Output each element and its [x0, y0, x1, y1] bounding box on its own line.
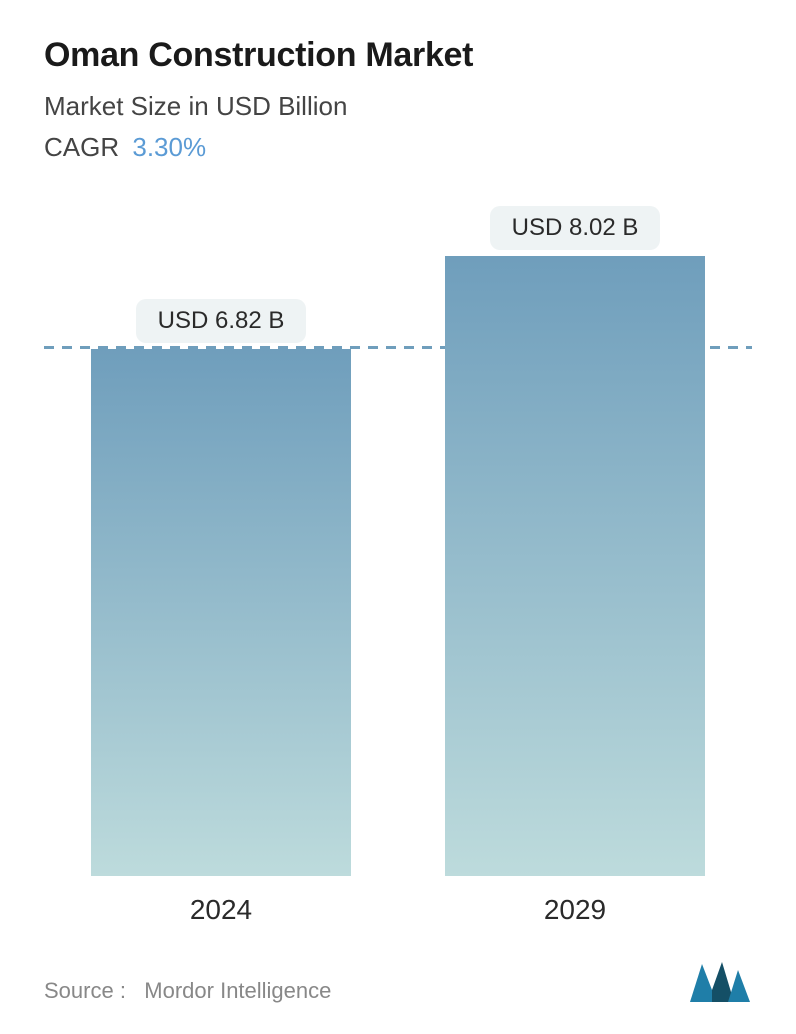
bar-value-pill: USD 8.02 B [490, 206, 661, 250]
chart-footer: Source : Mordor Intelligence [44, 956, 752, 1004]
cagr-row: CAGR 3.30% [44, 132, 752, 163]
chart-plot-area: USD 6.82 B USD 8.02 B 2024 2029 [44, 223, 752, 936]
source-value: Mordor Intelligence [144, 978, 331, 1003]
cagr-label: CAGR [44, 132, 119, 162]
source-label: Source : [44, 978, 126, 1003]
bar-group: USD 8.02 B [445, 256, 705, 876]
cagr-value: 3.30% [132, 132, 206, 162]
source-text: Source : Mordor Intelligence [44, 978, 331, 1004]
bar [445, 256, 705, 876]
bars-row: USD 6.82 B USD 8.02 B [44, 223, 752, 876]
chart-container: Oman Construction Market Market Size in … [0, 0, 796, 1034]
chart-subtitle: Market Size in USD Billion [44, 91, 752, 122]
x-axis-labels: 2024 2029 [44, 894, 752, 926]
chart-title: Oman Construction Market [44, 36, 752, 75]
x-axis-label: 2024 [91, 894, 351, 926]
x-axis-label: 2029 [445, 894, 705, 926]
bar [91, 349, 351, 876]
bar-value-pill: USD 6.82 B [136, 299, 307, 343]
bar-group: USD 6.82 B [91, 256, 351, 876]
mordor-logo-icon [688, 956, 752, 1004]
